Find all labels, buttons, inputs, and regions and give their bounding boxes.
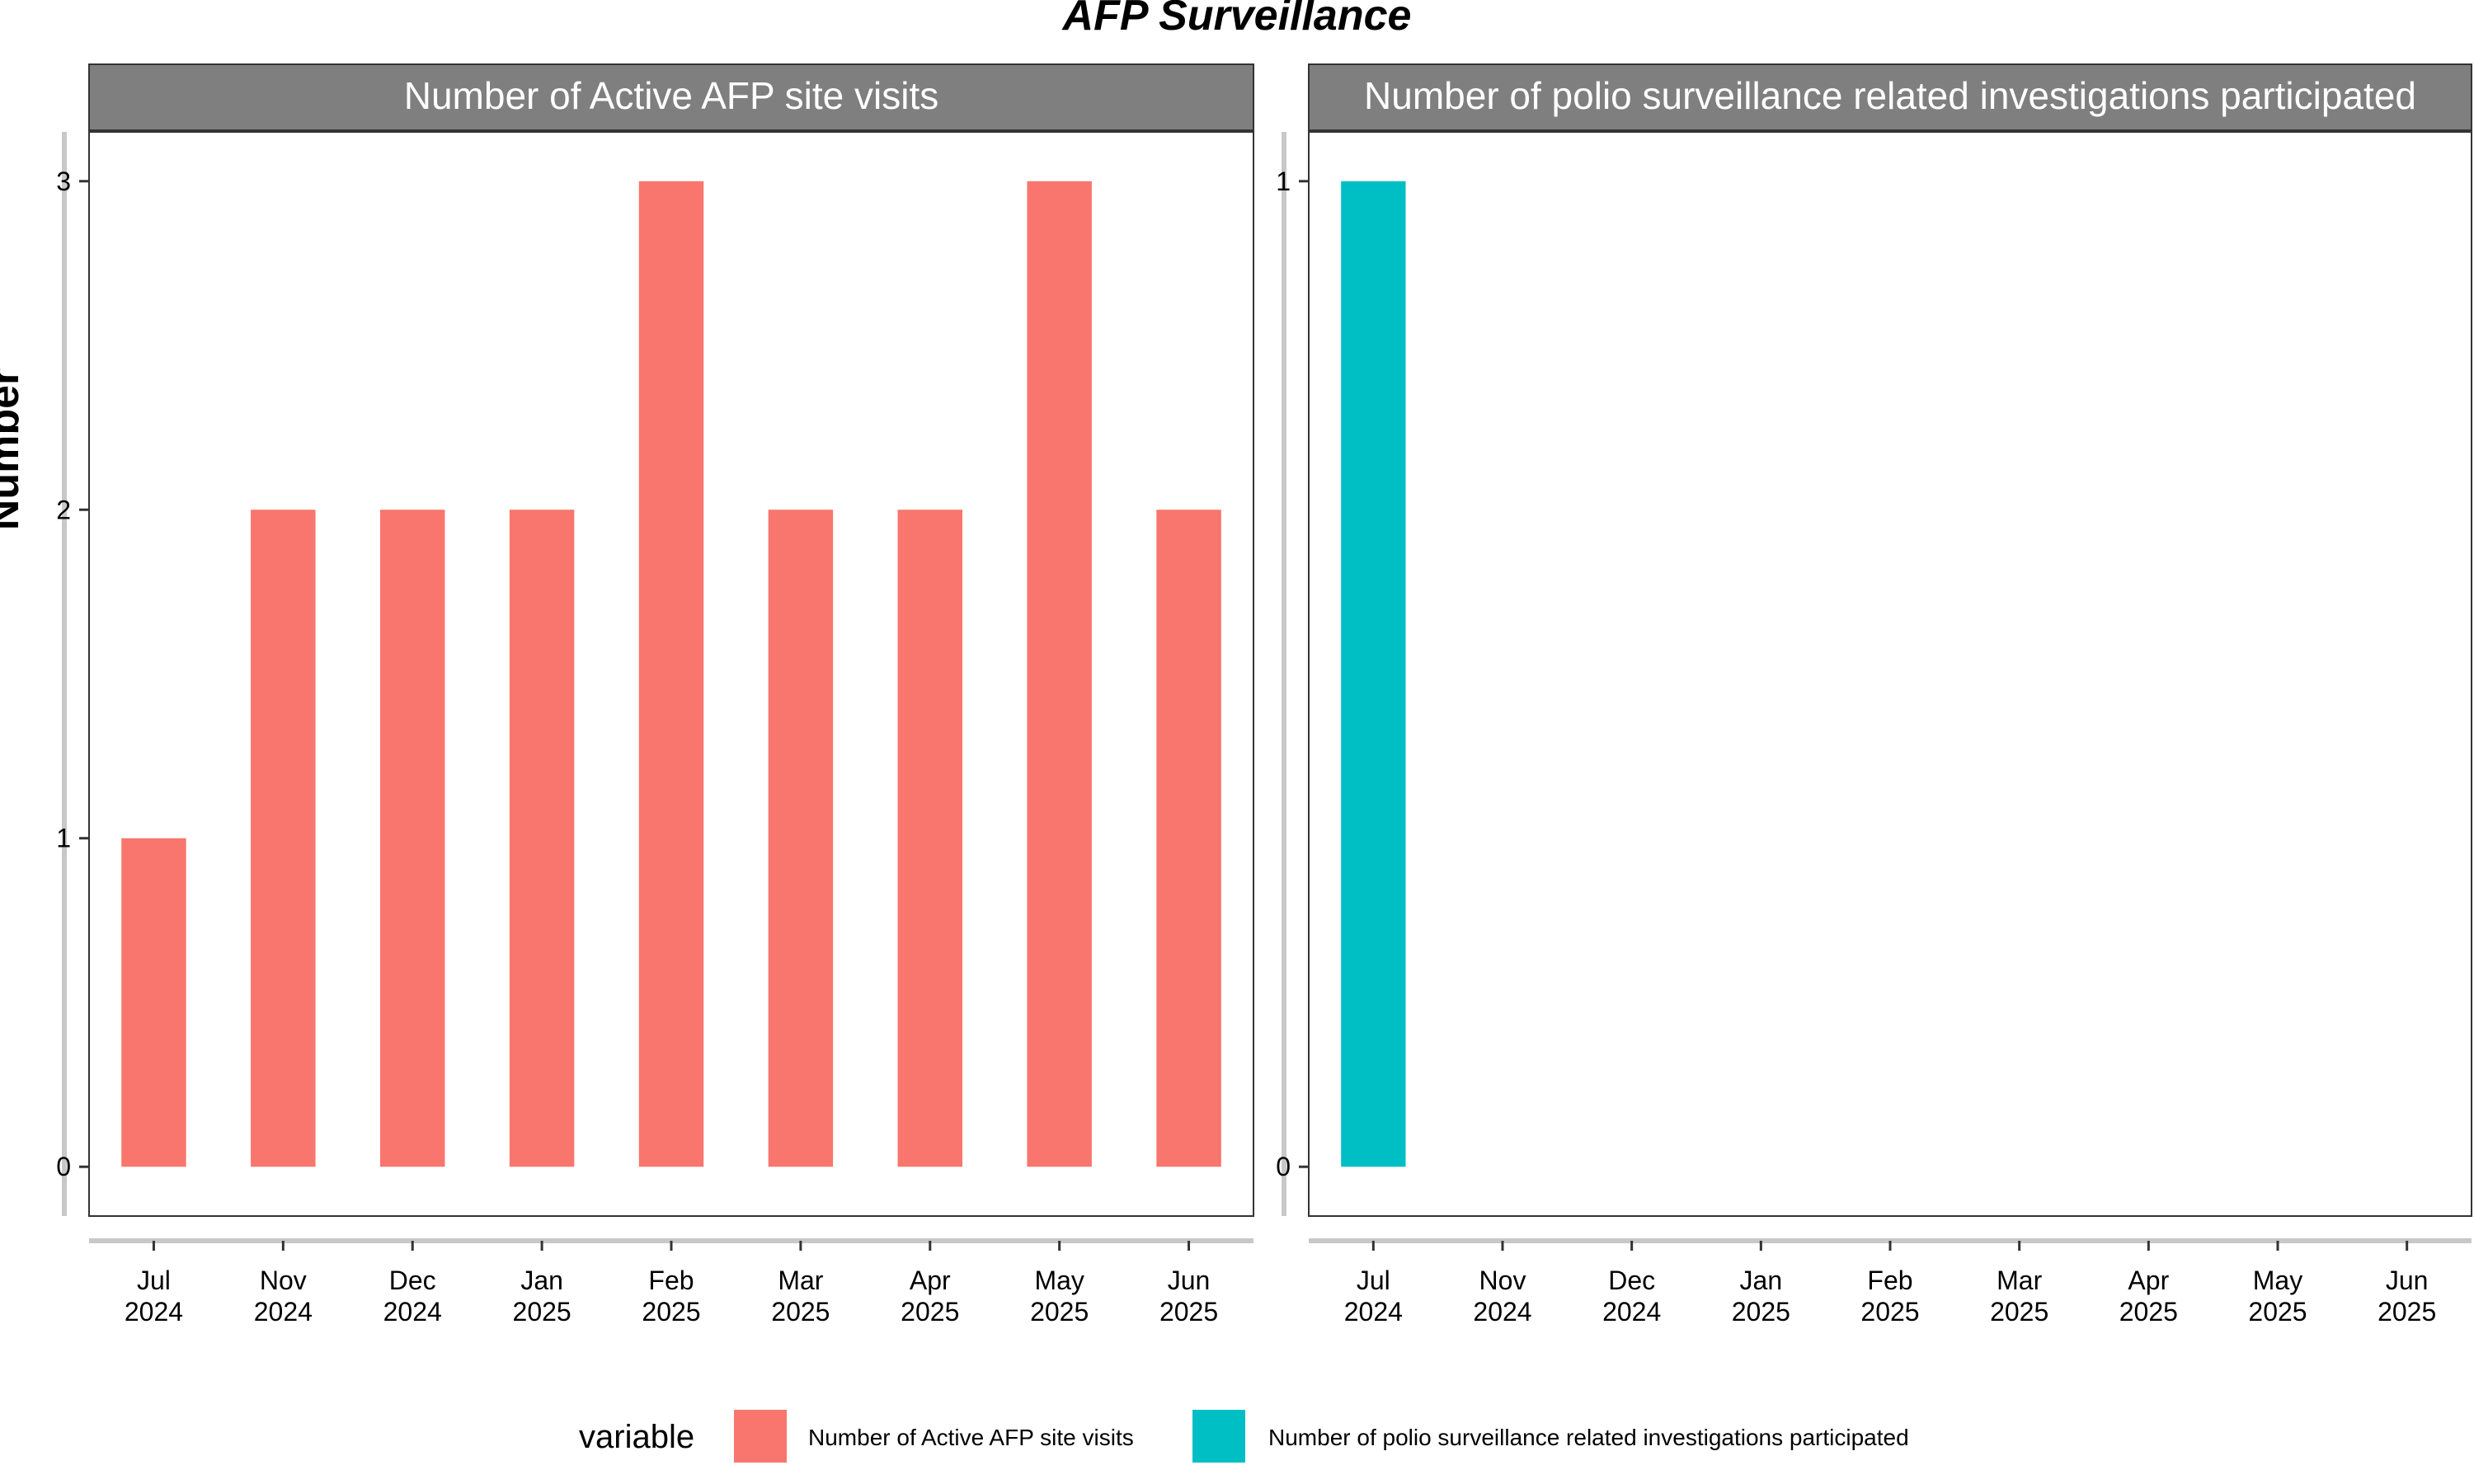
panel-border xyxy=(1308,131,2472,1217)
bar-dec-2024 xyxy=(380,510,445,1167)
bar-jan-2025 xyxy=(509,510,575,1167)
x-tick-label: Mar 2025 xyxy=(1990,1266,2048,1327)
y-axis-title: Number xyxy=(0,369,28,530)
y-tick-label: 0 xyxy=(1276,1152,1291,1181)
bar-mar-2025 xyxy=(768,510,834,1167)
x-tick-label: Jun 2025 xyxy=(2378,1266,2436,1327)
bar-jun-2025 xyxy=(1156,510,1221,1167)
facet-strip-label: Number of polio surveillance related inv… xyxy=(1364,74,2416,117)
y-tick-label: 3 xyxy=(56,167,71,196)
bar-may-2025 xyxy=(1027,181,1092,1167)
bar-nov-2024 xyxy=(251,510,316,1167)
bar-jul-2024 xyxy=(121,838,186,1167)
legend-label-polio-investigations: Number of polio surveillance related inv… xyxy=(1268,1425,1909,1450)
legend-title: variable xyxy=(579,1419,694,1455)
x-tick-label: Apr 2025 xyxy=(901,1266,959,1327)
y-tick-label: 0 xyxy=(56,1152,71,1181)
bar-jul-2024 xyxy=(1341,181,1406,1167)
x-tick-label: Feb 2025 xyxy=(642,1266,700,1327)
x-tick-label: Nov 2024 xyxy=(254,1266,313,1327)
facet-panels: Number of Active AFP site visits 0 1 2 3 Jul 2… xyxy=(56,63,2472,1327)
x-tick-label: Mar 2025 xyxy=(771,1266,830,1327)
x-tick-label: Dec 2024 xyxy=(383,1266,442,1327)
facet-panel-polio-investigations: Number of polio surveillance related inv… xyxy=(1276,63,2472,1327)
facet-strip xyxy=(1308,63,2472,131)
legend: variable Number of Active AFP site visit… xyxy=(579,1410,1909,1463)
x-tick-label: Jun 2025 xyxy=(1159,1266,1218,1327)
x-tick-label: Apr 2025 xyxy=(2119,1266,2178,1327)
x-tick-label: May 2025 xyxy=(1030,1266,1089,1327)
facet-strip-label: Number of Active AFP site visits xyxy=(404,74,939,117)
x-tick-label: Nov 2024 xyxy=(1473,1266,1531,1327)
bar-apr-2025 xyxy=(897,510,962,1167)
y-tick-label: 2 xyxy=(56,495,71,524)
x-tick-label: Jul 2024 xyxy=(1344,1266,1403,1327)
x-tick-label: Jan 2025 xyxy=(513,1266,571,1327)
bar-feb-2025 xyxy=(638,181,704,1167)
x-tick-label: Jan 2025 xyxy=(1732,1266,1790,1327)
legend-key-polio-investigations xyxy=(1192,1410,1245,1463)
x-tick-label: Jul 2024 xyxy=(125,1266,183,1327)
x-tick-label: Dec 2024 xyxy=(1602,1266,1661,1327)
legend-key-active-afp xyxy=(734,1410,787,1463)
panel-border xyxy=(88,131,1254,1217)
y-tick-label: 1 xyxy=(56,824,71,853)
facet-strip xyxy=(88,63,1254,131)
y-tick-label: 1 xyxy=(1276,167,1291,196)
chart-title: AFP Surveillance xyxy=(1061,0,1412,40)
x-tick-label: May 2025 xyxy=(2248,1266,2307,1327)
legend-label-active-afp: Number of Active AFP site visits xyxy=(808,1425,1134,1450)
facet-panel-active-afp: Number of Active AFP site visits 0 1 2 3 Jul 2… xyxy=(56,63,1254,1327)
x-tick-label: Feb 2025 xyxy=(1860,1266,1919,1327)
